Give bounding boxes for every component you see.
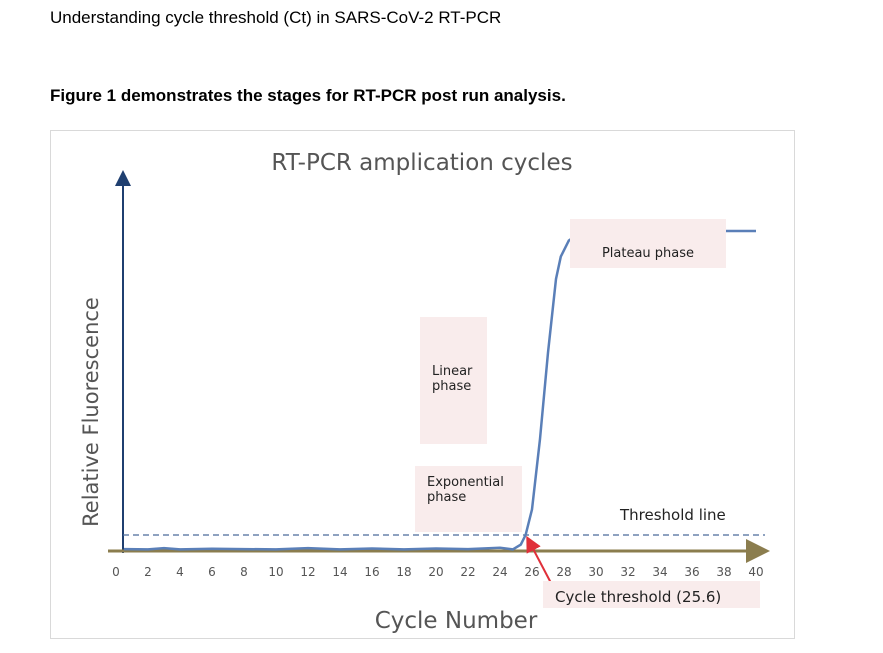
x-tick-label: 24 [492,565,507,579]
x-tick-label: 10 [268,565,283,579]
x-tick-label: 16 [364,565,379,579]
amplification-curve [123,229,756,551]
x-tick-label: 34 [652,565,667,579]
plateau-phase-label: Plateau phase [570,219,726,268]
x-tick-label: 26 [524,565,539,579]
x-tick-label: 40 [748,565,763,579]
linear-phase-label: Linear phase [420,317,487,444]
x-tick-label: 6 [208,565,216,579]
x-tick-label: 4 [176,565,184,579]
x-tick-label: 38 [716,565,731,579]
x-tick-label: 22 [460,565,475,579]
x-tick-label: 20 [428,565,443,579]
page-title: Understanding cycle threshold (Ct) in SA… [50,8,502,27]
x-tick-label: 12 [300,565,315,579]
x-tick-label: 8 [240,565,248,579]
y-axis-label: Relative Fluorescence [79,297,103,527]
x-tick-label: 36 [684,565,699,579]
exponential-phase-label: Exponential phase [415,466,522,532]
ct-arrow [526,535,552,584]
x-tick-label: 14 [332,565,347,579]
x-axis-label: Cycle Number [375,608,538,634]
chart-title: RT-PCR amplication cycles [271,150,572,176]
x-tick-label: 32 [620,565,635,579]
x-tick-label: 30 [588,565,603,579]
x-tick-label: 0 [112,565,120,579]
ct-label: Cycle threshold (25.6) [543,581,760,608]
x-tick-label: 28 [556,565,571,579]
x-tick-label: 2 [144,565,152,579]
chart-frame [50,130,795,639]
x-tick-label: 18 [396,565,411,579]
figure-caption: Figure 1 demonstrates the stages for RT-… [50,86,566,105]
threshold-label: Threshold line [620,506,726,524]
